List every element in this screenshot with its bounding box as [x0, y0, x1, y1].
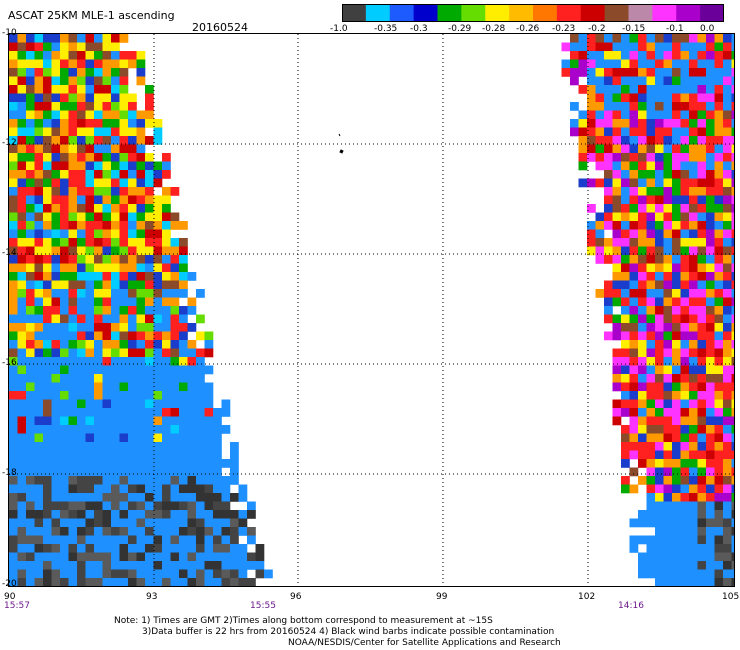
lon-label-96: 96 [290, 592, 302, 602]
legend-swatch [652, 4, 677, 22]
legend-label: -0.35 [374, 24, 398, 34]
lat-label-12: -12 [2, 138, 17, 148]
legend-swatch [437, 4, 462, 22]
note-line-1: Note: 1) Times are GMT 2)Times along bot… [114, 616, 493, 626]
lat-label-20: -20 [2, 579, 17, 589]
lat-label-16: -16 [2, 358, 17, 368]
lat-label-10: -10 [2, 28, 17, 38]
lon-label-90: 90 [4, 592, 16, 602]
time-label-middle: 15:55 [250, 601, 276, 611]
legend-label: -0.26 [516, 24, 540, 34]
legend-swatch [604, 4, 629, 22]
legend-label: -0.28 [482, 24, 506, 34]
map-plot-area [8, 33, 735, 587]
lon-label-99: 99 [436, 592, 448, 602]
legend-label: -0.3 [410, 24, 428, 34]
legend-border [342, 4, 724, 22]
legend-label: -1.0 [330, 24, 348, 34]
island-outline [338, 133, 344, 154]
scatterometer-swath-map [9, 34, 734, 586]
legend-swatch [533, 4, 558, 22]
legend-swatch [556, 4, 582, 22]
lon-label-102: 102 [578, 592, 596, 602]
legend-swatch [389, 4, 415, 22]
legend-swatch [485, 4, 510, 22]
lat-label-18: -18 [2, 468, 17, 478]
legend-swatch [461, 4, 486, 22]
swath-cells [9, 34, 734, 586]
lat-label-14: -14 [2, 248, 17, 258]
legend-swatch [509, 4, 534, 22]
legend-label: -0.29 [448, 24, 472, 34]
map-grid [9, 34, 734, 586]
map-date: 20160524 [192, 21, 248, 34]
legend-swatch [676, 4, 701, 22]
time-label-left: 15:57 [4, 601, 30, 611]
map-title: ASCAT 25KM MLE-1 ascending [8, 9, 175, 22]
legend-swatch [628, 4, 653, 22]
legend-swatch [700, 4, 724, 22]
color-scale-legend [342, 4, 724, 22]
legend-swatch [413, 4, 438, 22]
note-line-3: NOAA/NESDIS/Center for Satellite Applica… [288, 638, 561, 648]
legend-label: -0.2 [588, 24, 606, 34]
legend-swatch [342, 4, 367, 22]
legend-label: -0.23 [552, 24, 576, 34]
lon-label-105: 105 [722, 592, 740, 602]
legend-swatch [580, 4, 606, 22]
color-scale-labels: -1.0 -0.35 -0.3 -0.29 -0.28 -0.26 -0.23 -0.2 -0.… [330, 24, 730, 36]
legend-swatch [365, 4, 391, 22]
legend-label: -0.1 [666, 24, 684, 34]
legend-label: 0.0 [700, 24, 715, 34]
time-label-right: 14:16 [618, 601, 644, 611]
legend-label: -0.15 [622, 24, 646, 34]
note-line-2: 3)Data buffer is 22 hrs from 20160524 4)… [142, 627, 555, 637]
lon-label-93: 93 [146, 592, 158, 602]
